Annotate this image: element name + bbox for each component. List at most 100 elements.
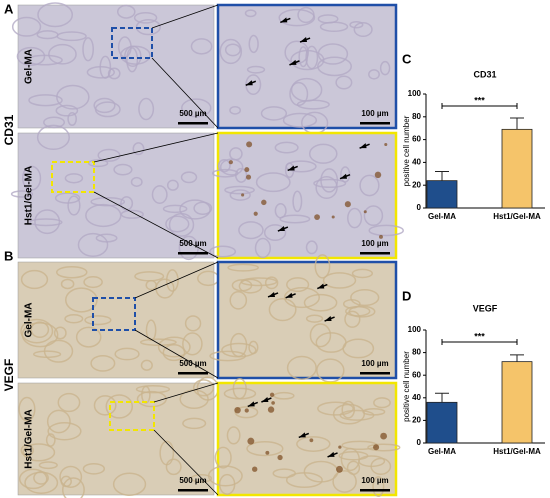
tissue — [182, 332, 203, 356]
zoom-line — [153, 382, 219, 403]
tissue — [21, 322, 59, 348]
tissue — [368, 224, 404, 237]
tissue — [136, 390, 167, 408]
stain — [261, 199, 267, 206]
tissue — [338, 451, 369, 461]
scale-bar — [178, 252, 208, 255]
tissue — [159, 440, 175, 466]
tissue — [165, 458, 182, 476]
marker-label: CD31 — [2, 114, 16, 145]
tissue — [93, 97, 116, 114]
tissue — [130, 176, 143, 187]
y-tick-label: 0 — [417, 203, 422, 212]
stain — [253, 211, 258, 216]
tissue — [193, 201, 213, 216]
tissue — [32, 350, 62, 358]
stain — [244, 408, 249, 413]
tissue — [18, 468, 48, 490]
y-tick-label: 0 — [417, 438, 422, 447]
x-tick-label: Gel-MA — [428, 447, 456, 456]
tissue — [347, 207, 363, 229]
error-bar — [510, 117, 524, 130]
tissue — [254, 237, 271, 259]
stain — [374, 171, 382, 179]
tissue — [83, 276, 103, 289]
tissue — [162, 344, 186, 362]
tissue — [274, 202, 287, 219]
tissue — [64, 173, 84, 184]
tissue — [139, 338, 177, 347]
tissue — [67, 112, 77, 126]
tissue — [75, 326, 102, 348]
tissue — [56, 31, 87, 42]
micrograph — [216, 3, 398, 130]
y-tick-label: 20 — [412, 180, 421, 189]
tissue — [296, 436, 331, 452]
tissue — [24, 471, 59, 494]
tissue — [223, 387, 257, 400]
row-label: Gel-MA — [24, 49, 35, 84]
tissue — [126, 47, 139, 73]
tissue — [292, 190, 303, 213]
tissue — [178, 235, 199, 261]
stain — [269, 392, 275, 397]
y-tick-label: 40 — [412, 393, 421, 402]
tissue — [351, 268, 374, 279]
tissue — [368, 69, 380, 80]
tissue — [317, 401, 354, 416]
chart-title: VEGF — [473, 303, 498, 313]
tissue — [87, 159, 109, 168]
scale-label: 100 µm — [361, 476, 388, 485]
row-label: Hst1/Gel-MA — [24, 409, 35, 468]
tissue — [219, 38, 243, 65]
tissue — [20, 269, 49, 290]
stain — [267, 406, 275, 413]
panel-label: A — [4, 1, 14, 16]
scale-label: 500 µm — [179, 109, 206, 118]
tissue — [11, 16, 42, 37]
tissue — [105, 394, 134, 419]
arrow-head — [359, 143, 367, 149]
tissue — [314, 254, 331, 279]
arrow-head — [340, 173, 348, 179]
tissue — [341, 400, 356, 419]
tissue — [133, 11, 158, 24]
arrow-head — [327, 451, 335, 457]
tissue — [181, 98, 212, 118]
tissue — [20, 444, 34, 457]
stain — [363, 210, 367, 214]
x-tick-label: Hst1/Gel-MA — [493, 447, 541, 456]
tissue — [38, 461, 58, 470]
scale-bar — [360, 372, 390, 375]
tissue — [190, 474, 213, 483]
tissue — [317, 43, 349, 65]
row-label: Hst1/Gel-MA — [24, 166, 35, 225]
stain — [380, 432, 388, 440]
tissue — [85, 203, 122, 228]
arrow-head — [247, 401, 255, 407]
tissue — [246, 441, 284, 457]
tissue — [285, 472, 323, 488]
zoom-line — [134, 261, 219, 299]
tissue — [34, 209, 61, 235]
stain — [252, 466, 258, 472]
tissue — [45, 433, 56, 447]
tissue — [60, 278, 75, 290]
tissue — [18, 396, 36, 422]
tissue — [190, 38, 213, 55]
scale-bar — [178, 372, 208, 375]
chart-title: CD31 — [473, 69, 496, 79]
tissue — [217, 159, 231, 173]
tissue — [36, 124, 70, 151]
stain — [271, 401, 275, 405]
tissue — [226, 426, 241, 445]
zoom-line — [93, 132, 219, 163]
tissue — [65, 287, 98, 313]
tissue — [284, 40, 310, 65]
zoom-line — [93, 191, 219, 259]
tissue — [180, 171, 198, 184]
tissue — [166, 179, 179, 191]
stain — [344, 201, 351, 208]
tissue — [279, 214, 311, 224]
tissue — [107, 67, 121, 80]
